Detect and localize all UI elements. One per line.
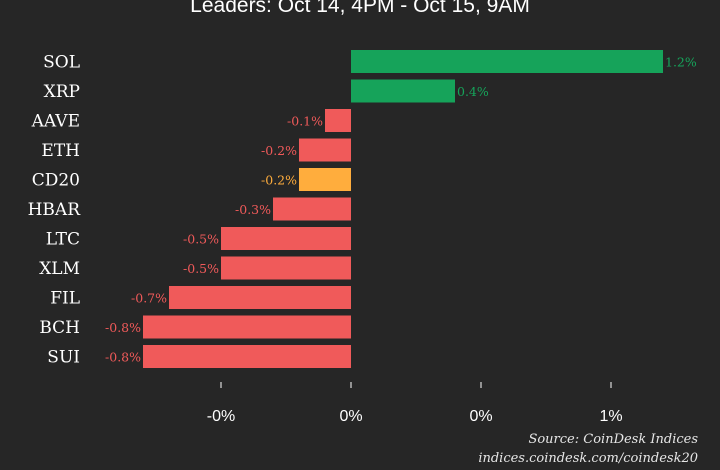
bar-bch: [143, 315, 351, 339]
bar-hbar: [273, 197, 351, 221]
bar-xrp: [351, 79, 455, 103]
category-label-fil: FIL: [50, 289, 80, 309]
category-label-bch: BCH: [39, 318, 80, 338]
category-label-hbar: HBAR: [28, 200, 82, 220]
source-note: Source: CoinDesk Indices indices.coindes…: [478, 430, 698, 468]
value-label-xrp: 0.4%: [457, 84, 489, 99]
category-label-sol: SOL: [43, 53, 80, 73]
x-tick-label: 0%: [469, 408, 492, 425]
bar-sol: [351, 50, 663, 73]
value-label-eth: -0.2%: [261, 143, 297, 158]
bar-xlm: [221, 256, 351, 280]
value-label-xlm: -0.5%: [183, 261, 219, 276]
category-label-xlm: XLM: [39, 259, 80, 279]
bar-sui: [143, 345, 351, 368]
category-label-ltc: LTC: [46, 230, 80, 250]
category-label-cd20: CD20: [32, 171, 80, 191]
x-tick-label: -0%: [207, 408, 235, 425]
bar-ltc: [221, 227, 351, 250]
bar-eth: [299, 138, 351, 162]
category-label-xrp: XRP: [44, 82, 80, 102]
category-label-eth: ETH: [41, 141, 80, 161]
x-tick-label: 1%: [599, 408, 622, 425]
chart-title: Leaders: Oct 14, 4PM - Oct 15, 9AM: [190, 0, 530, 17]
value-label-bch: -0.8%: [105, 320, 141, 335]
value-label-sol: 1.2%: [665, 55, 697, 70]
value-label-hbar: -0.3%: [235, 202, 271, 217]
source-url: indices.coindesk.com/coindesk20: [478, 451, 698, 466]
source-text: Source: CoinDesk Indices: [528, 432, 698, 447]
x-tick-label: 0%: [339, 408, 362, 425]
value-label-aave: -0.1%: [287, 114, 323, 129]
value-label-ltc: -0.5%: [183, 232, 219, 247]
bar-aave: [325, 109, 351, 132]
value-label-sui: -0.8%: [105, 350, 141, 365]
bar-cd20: [299, 168, 351, 191]
category-label-sui: SUI: [47, 348, 80, 368]
bar-fil: [169, 286, 351, 309]
value-label-cd20: -0.2%: [261, 173, 297, 188]
value-label-fil: -0.7%: [131, 291, 167, 306]
category-label-aave: AAVE: [31, 112, 80, 132]
